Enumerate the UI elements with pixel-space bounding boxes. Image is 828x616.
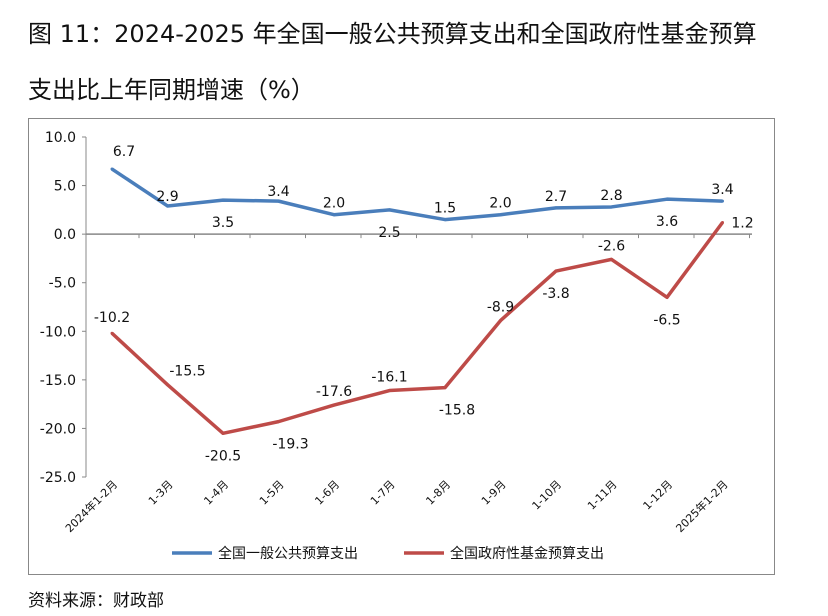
data-point bbox=[499, 319, 502, 323]
x-tick-label: 1-6月 bbox=[312, 478, 342, 508]
data-point bbox=[388, 208, 391, 212]
data-label: 2.0 bbox=[489, 196, 511, 212]
x-tick-label: 1-5月 bbox=[257, 478, 287, 508]
data-point bbox=[499, 213, 502, 217]
x-tick-label: 1-11月 bbox=[585, 478, 620, 513]
data-point bbox=[443, 386, 447, 390]
x-tick-label: 1-10月 bbox=[529, 478, 564, 513]
data-label: -17.6 bbox=[316, 384, 352, 400]
data-label: -15.8 bbox=[439, 403, 475, 419]
data-point bbox=[665, 197, 669, 201]
data-label: 3.5 bbox=[212, 215, 234, 231]
data-point bbox=[110, 167, 114, 171]
x-tick-label: 1-3月 bbox=[146, 478, 176, 508]
data-label: 2.0 bbox=[323, 196, 345, 212]
chart-title-line1: 图 11：2024-2025 年全国一般公共预算支出和全国政府性基金预算 bbox=[28, 20, 757, 48]
x-tick-label: 2025年1-2月 bbox=[673, 477, 731, 535]
data-point bbox=[221, 198, 225, 202]
data-point bbox=[166, 204, 169, 208]
series-line-2 bbox=[110, 221, 724, 436]
x-tick-label: 1-8月 bbox=[423, 478, 453, 508]
data-label: -3.8 bbox=[542, 286, 569, 302]
data-point bbox=[721, 199, 724, 203]
y-tick-label: -5.0 bbox=[49, 276, 76, 292]
data-point bbox=[610, 257, 613, 261]
data-label: -2.6 bbox=[598, 238, 625, 254]
data-label: 1.2 bbox=[731, 215, 753, 231]
data-label: -16.1 bbox=[371, 370, 407, 386]
data-label: -20.5 bbox=[205, 448, 241, 464]
data-label: 3.6 bbox=[656, 214, 678, 230]
y-tick-label: -15.0 bbox=[40, 373, 76, 389]
data-label: -19.3 bbox=[272, 437, 308, 453]
data-point bbox=[332, 403, 336, 407]
y-tick-label: -10.0 bbox=[40, 324, 76, 340]
data-label: 3.4 bbox=[267, 184, 289, 200]
y-tick-label: 5.0 bbox=[54, 179, 76, 195]
x-tick-label: 1-12月 bbox=[640, 478, 675, 513]
data-point bbox=[665, 295, 669, 299]
data-point bbox=[277, 199, 280, 203]
data-point bbox=[443, 218, 447, 222]
data-label: -6.5 bbox=[653, 312, 680, 328]
chart-frame bbox=[28, 118, 775, 575]
data-point bbox=[554, 269, 558, 273]
chart-title-line2: 支出比上年同期增速（%） bbox=[28, 76, 315, 104]
legend-label: 全国一般公共预算支出 bbox=[218, 545, 358, 562]
data-point bbox=[277, 420, 280, 424]
data-point bbox=[388, 389, 391, 393]
series-line-1 bbox=[111, 167, 723, 222]
data-label: -10.2 bbox=[94, 310, 130, 326]
data-label: 2.5 bbox=[378, 225, 400, 241]
data-point bbox=[166, 383, 169, 387]
data-label: 3.4 bbox=[711, 182, 733, 198]
data-label: 6.7 bbox=[113, 144, 135, 160]
source-note: 资料来源：财政部 bbox=[28, 591, 164, 611]
y-tick-label: -20.0 bbox=[40, 421, 76, 437]
x-tick-label: 1-4月 bbox=[201, 478, 231, 508]
data-label: 2.9 bbox=[156, 189, 178, 205]
data-point bbox=[221, 431, 225, 435]
data-point bbox=[332, 213, 336, 217]
data-label: 2.7 bbox=[545, 189, 567, 205]
y-tick-label: 10.0 bbox=[45, 130, 76, 146]
x-tick-label: 1-7月 bbox=[368, 478, 398, 508]
data-point bbox=[721, 220, 724, 224]
data-point bbox=[110, 331, 114, 335]
data-label: -15.5 bbox=[169, 364, 205, 380]
y-tick-label: -25.0 bbox=[40, 470, 76, 486]
legend-label: 全国政府性基金预算支出 bbox=[450, 545, 604, 562]
data-label: 2.8 bbox=[600, 188, 622, 204]
data-label: 1.5 bbox=[434, 201, 456, 217]
data-point bbox=[610, 205, 613, 209]
data-label: -8.9 bbox=[487, 300, 514, 316]
x-tick-label: 1-9月 bbox=[479, 478, 509, 508]
data-point bbox=[554, 206, 558, 210]
y-tick-label: 0.0 bbox=[54, 227, 76, 243]
